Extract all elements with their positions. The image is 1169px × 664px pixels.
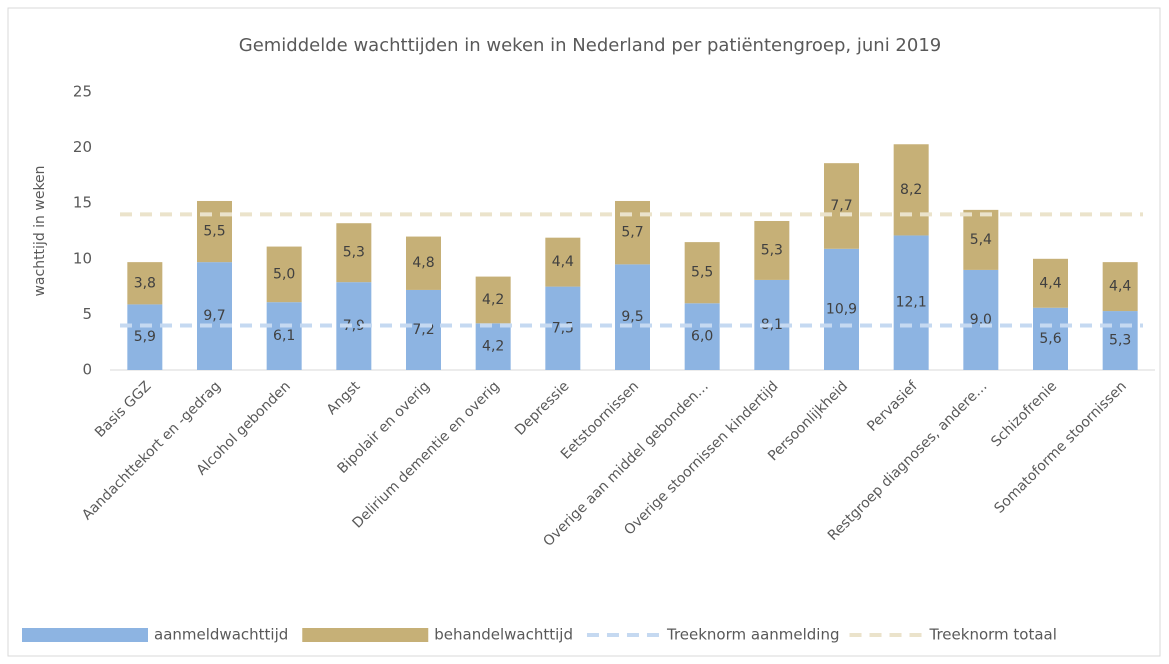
- bar-segment: [963, 209, 999, 270]
- data-label: 8,2: [900, 182, 922, 198]
- bar-segment: [963, 269, 999, 370]
- bar-segment: [406, 289, 441, 370]
- bar-segment: [127, 304, 163, 370]
- y-tick-label: 5: [82, 305, 92, 323]
- legend-label: Treeknorm aanmelding: [666, 626, 840, 644]
- y-tick-label: 20: [73, 138, 92, 156]
- data-label: 4,4: [1039, 275, 1061, 291]
- bar-segment: [475, 276, 511, 324]
- data-label: 6,1: [273, 328, 295, 344]
- bar-segment: [545, 286, 581, 370]
- bar-segment: [266, 246, 302, 303]
- bar-segment: [1102, 311, 1138, 370]
- y-tick-label: 0: [82, 361, 92, 379]
- bar-segment: [127, 262, 163, 305]
- data-label: 5,5: [203, 224, 225, 240]
- bar-segment: [475, 323, 511, 370]
- bar-segment: [893, 144, 929, 236]
- data-label: 7,7: [830, 198, 852, 214]
- bar-segment: [893, 235, 929, 370]
- data-label: 5,0: [273, 266, 295, 282]
- data-label: 7,9: [343, 318, 365, 334]
- y-tick-label: 15: [73, 194, 92, 212]
- bar-segment: [824, 248, 859, 370]
- data-label: 5,3: [761, 242, 783, 258]
- data-label: 9,5: [621, 309, 643, 325]
- bar-segment: [615, 264, 650, 370]
- data-label: 4,4: [552, 254, 574, 270]
- bar-segment: [545, 237, 581, 287]
- data-label: 4,8: [412, 255, 434, 271]
- legend-swatch: [22, 628, 148, 642]
- bar-segment: [197, 262, 232, 370]
- data-label: 5,6: [1039, 331, 1061, 347]
- data-label: 5,9: [134, 329, 156, 345]
- bar-segment: [684, 242, 720, 304]
- bar-segment: [336, 223, 372, 283]
- legend-label: Treeknorm totaal: [929, 626, 1057, 644]
- data-label: 10,9: [826, 301, 857, 317]
- data-label: 12,1: [896, 295, 927, 311]
- bar-segment: [1033, 307, 1068, 370]
- data-label: 4,4: [1109, 279, 1131, 295]
- bar-segment: [266, 302, 302, 370]
- bar-segment: [406, 236, 441, 290]
- bar-segment: [1033, 258, 1068, 308]
- bar-segment: [615, 200, 650, 265]
- chart-title: Gemiddelde wachttijden in weken in Neder…: [239, 35, 941, 56]
- data-label: 5,4: [970, 232, 992, 248]
- bar-segment: [197, 200, 232, 263]
- y-axis-label: wachttijd in weken: [32, 165, 48, 296]
- data-label: 5,7: [621, 225, 643, 241]
- bar-segment: [824, 163, 859, 249]
- bar-segment: [1102, 262, 1138, 312]
- data-label: 4,2: [482, 339, 504, 355]
- data-label: 3,8: [134, 275, 156, 291]
- data-label: 5,5: [691, 265, 713, 281]
- y-tick-label: 10: [73, 249, 92, 267]
- data-label: 6,0: [691, 329, 713, 345]
- bar-segment: [754, 220, 790, 280]
- y-tick-label: 25: [73, 83, 92, 101]
- data-label: 7,5: [552, 320, 574, 336]
- bar-segment: [684, 303, 720, 370]
- legend-label: behandelwachttijd: [434, 626, 573, 644]
- legend-label: aanmeldwachttijd: [154, 626, 288, 644]
- data-label: 5,3: [343, 245, 365, 261]
- legend-swatch: [302, 628, 429, 642]
- data-label: 9,7: [203, 308, 225, 324]
- data-label: 5,3: [1109, 333, 1131, 349]
- data-label: 4,2: [482, 292, 504, 308]
